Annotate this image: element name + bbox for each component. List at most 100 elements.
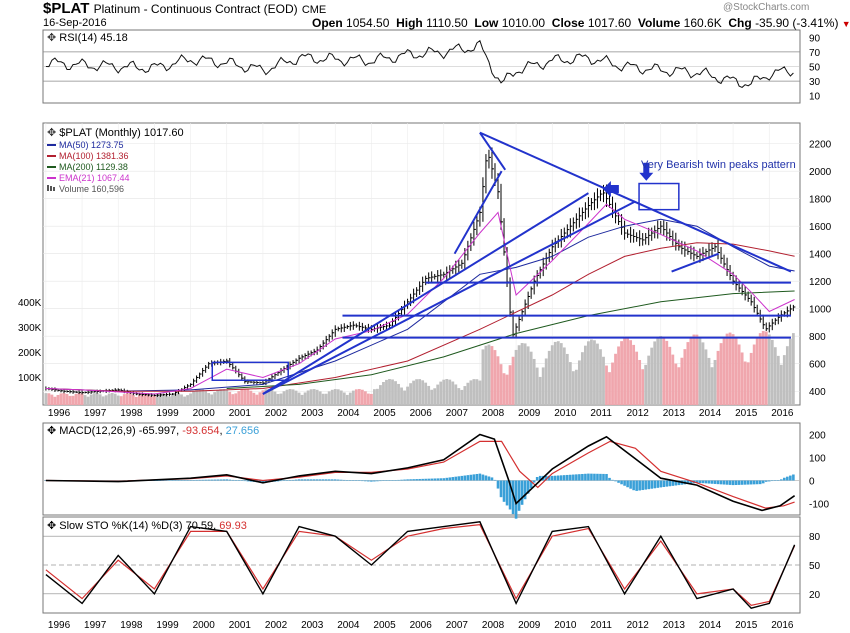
macd-histogram-bar xyxy=(698,480,702,483)
volume-bar xyxy=(454,384,458,405)
volume-bar xyxy=(571,371,575,405)
macd-histogram-bar xyxy=(508,480,512,510)
volume-bar xyxy=(484,345,488,405)
volume-bar xyxy=(207,393,211,405)
macd-histogram-bar xyxy=(578,474,581,481)
volume-bar xyxy=(231,394,235,405)
macd-histogram-bar xyxy=(668,480,672,487)
chg-label: Chg xyxy=(728,16,752,30)
volume-bar xyxy=(493,350,497,405)
volume-tick: 200K xyxy=(18,348,42,359)
volume-tick: 300K xyxy=(18,323,42,334)
macd-histogram-bar xyxy=(454,476,458,481)
volume-bar xyxy=(373,389,376,405)
volume-bar xyxy=(731,334,735,405)
k-value: 70.59 xyxy=(186,520,214,532)
macd-histogram-bar xyxy=(783,477,786,481)
macd-histogram-bar xyxy=(626,480,629,488)
macd-histogram-bar xyxy=(327,479,331,481)
rsi-tick: 90 xyxy=(809,33,821,44)
macd-histogram-bar xyxy=(415,479,418,481)
year-label: 2013 xyxy=(663,408,686,419)
macd-histogram-bar xyxy=(198,479,201,481)
macd-histogram-bar xyxy=(412,479,415,481)
macd-histogram-bar xyxy=(719,480,723,485)
macd-histogram-bar xyxy=(608,477,611,481)
year-label-bottom: 2008 xyxy=(482,620,505,631)
volume-bar xyxy=(617,346,620,405)
macd-histogram-bar xyxy=(632,480,635,491)
volume-bar xyxy=(674,363,678,405)
macd-histogram-bar xyxy=(620,480,623,485)
volume-bar xyxy=(122,394,126,405)
volume-bar xyxy=(590,339,593,405)
macd-histogram-bar xyxy=(547,475,551,481)
volume-bar xyxy=(767,334,771,405)
macd-histogram-bar xyxy=(303,479,307,481)
year-label-bottom: 2016 xyxy=(771,620,794,631)
price-tick: 1600 xyxy=(809,222,832,233)
sto-d-line xyxy=(45,524,796,606)
macd-histogram-bar xyxy=(701,480,705,484)
year-label-bottom: 1997 xyxy=(84,620,107,631)
year-label: 2015 xyxy=(735,408,758,419)
volume-bar xyxy=(146,394,150,405)
macd-histogram-bar xyxy=(183,480,186,481)
volume-bar xyxy=(291,389,295,405)
macd-histogram-bar xyxy=(725,480,729,485)
year-label-bottom: 2013 xyxy=(663,620,686,631)
macd-histogram-bar xyxy=(448,477,452,481)
macd-panel-frame xyxy=(42,422,801,516)
macd-histogram-bar xyxy=(731,480,735,486)
volume-bar xyxy=(665,340,669,405)
macd-line xyxy=(45,433,796,512)
macd-histogram-bar xyxy=(243,480,247,482)
chg-value: -35.90 (-3.41%) xyxy=(755,16,839,30)
macd-histogram-bar xyxy=(635,480,638,491)
signal-value: -93.654 xyxy=(182,425,219,437)
macd-histogram-bar xyxy=(505,480,509,506)
volume-bar xyxy=(363,391,367,405)
macd-histogram-bar xyxy=(553,475,557,481)
macd-histogram-bar xyxy=(767,480,771,482)
volume-bar xyxy=(680,357,684,405)
year-label: 2011 xyxy=(590,408,612,419)
year-label: 2008 xyxy=(482,408,505,419)
macd-histogram-bar xyxy=(746,480,750,485)
rsi-label: ✥ RSI(14) 45.18 xyxy=(47,32,128,44)
year-label: 2002 xyxy=(265,408,288,419)
volume-bar xyxy=(710,367,714,405)
volume-bar xyxy=(650,347,654,405)
macd-tick: 100 xyxy=(809,454,826,465)
macd-histogram-bar xyxy=(656,480,660,488)
macd-histogram-bar xyxy=(300,479,304,481)
volume-bar xyxy=(785,346,789,405)
price-tick: 400 xyxy=(809,387,826,398)
volume-bar xyxy=(734,338,738,405)
volume-bar xyxy=(321,393,325,405)
volume-bar xyxy=(668,346,672,405)
year-label-bottom: 1999 xyxy=(156,620,179,631)
volume-bar xyxy=(788,338,792,405)
macd-histogram-bar xyxy=(237,480,241,481)
macd-histogram-bar xyxy=(192,479,195,481)
volume-bar xyxy=(686,342,690,405)
ema21-line xyxy=(45,203,795,395)
ma200-line xyxy=(226,290,795,389)
year-label: 2004 xyxy=(337,408,360,419)
macd-histogram-bar xyxy=(484,475,488,481)
macd-histogram-bar xyxy=(596,473,599,481)
volume-bar xyxy=(243,389,247,405)
volume-bar xyxy=(532,358,536,405)
volume-bar xyxy=(370,393,373,405)
volume-bar xyxy=(357,389,361,405)
sto-tick: 20 xyxy=(809,590,821,601)
macd-histogram-bar xyxy=(587,473,590,481)
volume-bar xyxy=(725,333,729,405)
volume-bar xyxy=(59,393,63,405)
macd-histogram-bar xyxy=(352,480,355,481)
macd-histogram-bar xyxy=(566,474,569,481)
watermark: @StockCharts.com xyxy=(723,2,810,13)
macd-histogram-bar xyxy=(276,480,280,482)
